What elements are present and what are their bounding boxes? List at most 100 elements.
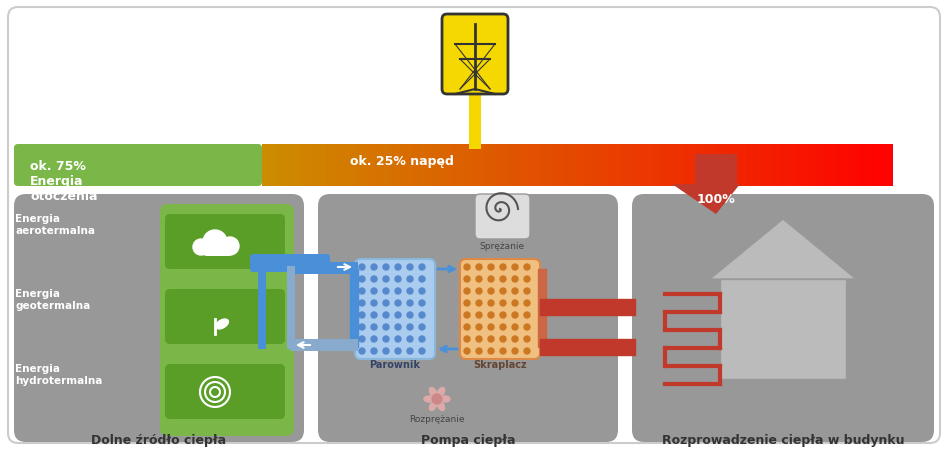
Circle shape bbox=[476, 336, 482, 342]
Bar bbox=[735, 145, 741, 187]
Circle shape bbox=[383, 324, 389, 330]
Circle shape bbox=[193, 239, 209, 255]
Bar bbox=[621, 145, 629, 187]
Text: ok. 75%
Energia
otoczenia: ok. 75% Energia otoczenia bbox=[30, 160, 98, 202]
Bar bbox=[401, 145, 408, 187]
Bar bbox=[508, 145, 515, 187]
Bar bbox=[684, 145, 691, 187]
FancyBboxPatch shape bbox=[355, 259, 435, 359]
Bar bbox=[848, 145, 855, 187]
Circle shape bbox=[419, 300, 425, 306]
Bar bbox=[520, 145, 528, 187]
Circle shape bbox=[371, 312, 377, 318]
Circle shape bbox=[500, 288, 506, 295]
Circle shape bbox=[359, 324, 365, 330]
Circle shape bbox=[512, 324, 518, 330]
Bar bbox=[388, 145, 395, 187]
Bar bbox=[489, 145, 496, 187]
Circle shape bbox=[407, 336, 413, 342]
Bar bbox=[633, 145, 641, 187]
Bar bbox=[290, 262, 358, 274]
Circle shape bbox=[221, 238, 239, 255]
Circle shape bbox=[419, 288, 425, 295]
Circle shape bbox=[512, 348, 518, 354]
Circle shape bbox=[464, 348, 470, 354]
Circle shape bbox=[371, 288, 377, 295]
Bar bbox=[432, 145, 440, 187]
Bar bbox=[457, 145, 465, 187]
Bar bbox=[835, 145, 843, 187]
Bar bbox=[501, 145, 509, 187]
Circle shape bbox=[371, 336, 377, 342]
Circle shape bbox=[359, 348, 365, 354]
Circle shape bbox=[371, 324, 377, 330]
Bar bbox=[514, 145, 521, 187]
Circle shape bbox=[383, 288, 389, 295]
Bar bbox=[773, 145, 779, 187]
Circle shape bbox=[464, 312, 470, 318]
Bar bbox=[294, 145, 301, 187]
FancyBboxPatch shape bbox=[442, 15, 508, 95]
Circle shape bbox=[488, 336, 494, 342]
Bar bbox=[344, 145, 351, 187]
Bar bbox=[720, 279, 846, 379]
Bar bbox=[540, 299, 635, 315]
Circle shape bbox=[407, 264, 413, 271]
Circle shape bbox=[395, 312, 401, 318]
Circle shape bbox=[359, 300, 365, 306]
Circle shape bbox=[383, 276, 389, 282]
Ellipse shape bbox=[437, 387, 445, 397]
Circle shape bbox=[371, 276, 377, 282]
Bar bbox=[647, 145, 653, 187]
FancyBboxPatch shape bbox=[632, 194, 934, 442]
Text: Rozprężanie: Rozprężanie bbox=[410, 414, 465, 423]
Bar bbox=[325, 145, 333, 187]
Bar bbox=[451, 145, 458, 187]
Bar bbox=[476, 145, 483, 187]
Circle shape bbox=[419, 324, 425, 330]
Text: ok. 25% napęd: ok. 25% napęd bbox=[350, 155, 454, 168]
Ellipse shape bbox=[437, 401, 445, 410]
Circle shape bbox=[383, 348, 389, 354]
Circle shape bbox=[464, 300, 470, 306]
Bar bbox=[873, 145, 881, 187]
Bar bbox=[363, 145, 370, 187]
Circle shape bbox=[524, 312, 530, 318]
Circle shape bbox=[395, 336, 401, 342]
Circle shape bbox=[464, 264, 470, 271]
Circle shape bbox=[500, 300, 506, 306]
Circle shape bbox=[371, 300, 377, 306]
Circle shape bbox=[524, 288, 530, 295]
Bar bbox=[615, 145, 622, 187]
Bar bbox=[287, 145, 295, 187]
Bar bbox=[695, 155, 737, 184]
Circle shape bbox=[395, 264, 401, 271]
Circle shape bbox=[500, 264, 506, 271]
Bar bbox=[539, 145, 546, 187]
Circle shape bbox=[395, 348, 401, 354]
Circle shape bbox=[359, 276, 365, 282]
Bar bbox=[885, 145, 893, 187]
FancyBboxPatch shape bbox=[202, 246, 233, 257]
Circle shape bbox=[524, 324, 530, 330]
Bar bbox=[290, 339, 358, 351]
FancyBboxPatch shape bbox=[460, 259, 540, 359]
Circle shape bbox=[512, 336, 518, 342]
Circle shape bbox=[500, 324, 506, 330]
Circle shape bbox=[395, 276, 401, 282]
Text: Sprężanie: Sprężanie bbox=[480, 241, 524, 250]
Polygon shape bbox=[672, 184, 740, 215]
Bar bbox=[533, 145, 540, 187]
Circle shape bbox=[407, 348, 413, 354]
Bar bbox=[709, 145, 717, 187]
Text: Skraplacz: Skraplacz bbox=[473, 359, 527, 369]
Circle shape bbox=[500, 348, 506, 354]
Bar bbox=[375, 145, 383, 187]
Bar bbox=[545, 145, 553, 187]
Circle shape bbox=[524, 276, 530, 282]
Bar bbox=[571, 145, 578, 187]
Bar bbox=[665, 145, 672, 187]
Bar bbox=[577, 145, 584, 187]
Polygon shape bbox=[710, 220, 856, 279]
Text: Energia
geotermalna: Energia geotermalna bbox=[15, 289, 90, 310]
